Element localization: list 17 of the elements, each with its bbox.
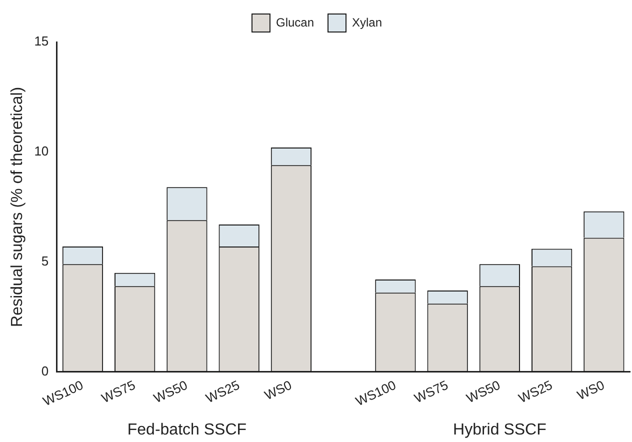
text: Hybrid SSCF: [453, 421, 547, 438]
y-tick-label: 15: [34, 34, 49, 49]
y-tick-label: 5: [41, 253, 49, 268]
x-tick-label: WS50: [464, 377, 502, 406]
x-tick-label: WS0: [262, 377, 294, 403]
legend-label: Xylan: [352, 15, 382, 30]
x-tick-label: WS50: [151, 377, 190, 406]
x-tick-label: WS75: [412, 377, 450, 406]
text: Fed-batch SSCF: [127, 421, 247, 438]
x-tick-label: WS25: [516, 377, 555, 406]
y-tick-label: 10: [34, 144, 49, 159]
x-tick-label: WS25: [203, 377, 242, 406]
legend-label: Glucan: [276, 15, 314, 30]
y-tick-label: 0: [41, 363, 49, 378]
x-tick-label: WS0: [574, 377, 607, 403]
y-axis-title: Residual sugars (% of theoretical): [9, 86, 26, 327]
x-tick-label: WS75: [99, 377, 138, 406]
